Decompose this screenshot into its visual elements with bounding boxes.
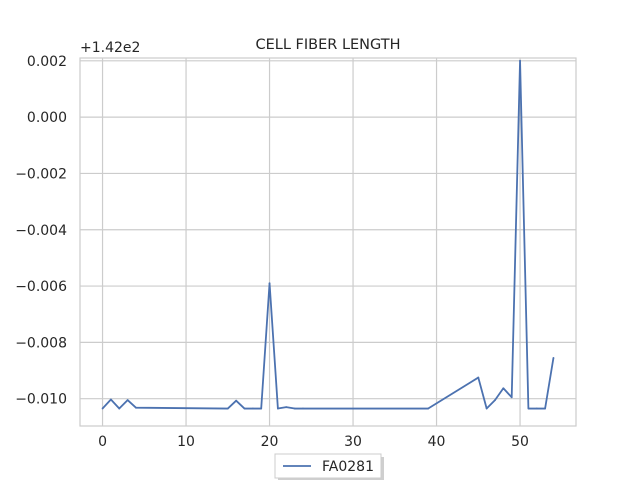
plot-area bbox=[80, 58, 576, 426]
y-tick-label: −0.004 bbox=[15, 223, 67, 239]
data-point bbox=[101, 407, 104, 410]
chart-title: CELL FIBER LENGTH bbox=[255, 37, 400, 53]
y-tick-label: −0.008 bbox=[15, 335, 67, 351]
data-point bbox=[552, 356, 555, 359]
y-tick-label: 0.000 bbox=[27, 110, 67, 126]
grid bbox=[80, 58, 576, 426]
data-point bbox=[485, 407, 488, 410]
data-point bbox=[251, 407, 254, 410]
data-point bbox=[285, 406, 288, 409]
legend-label: FA0281 bbox=[322, 459, 374, 475]
y-tick-label: −0.010 bbox=[15, 392, 67, 408]
y-axis-ticks: 0.002 0.000 −0.002 −0.004 −0.006 −0.008 −0.010 bbox=[15, 54, 67, 408]
y-tick-label: −0.006 bbox=[15, 279, 67, 295]
data-point bbox=[109, 398, 112, 401]
data-point bbox=[293, 407, 296, 410]
data-point bbox=[427, 407, 430, 410]
series-layer bbox=[101, 59, 555, 410]
data-point bbox=[243, 407, 246, 410]
data-point bbox=[226, 407, 229, 410]
x-tick-label: 40 bbox=[428, 434, 446, 450]
series-line bbox=[101, 59, 555, 410]
data-point bbox=[535, 407, 538, 410]
data-point bbox=[502, 387, 505, 390]
y-tick-label: −0.002 bbox=[15, 166, 67, 182]
legend: FA0281 bbox=[274, 453, 384, 480]
x-tick-label: 50 bbox=[511, 434, 529, 450]
data-point bbox=[494, 399, 496, 401]
plot-frame bbox=[79, 57, 577, 427]
x-tick-label: 0 bbox=[98, 434, 107, 450]
data-point bbox=[126, 399, 129, 401]
data-point bbox=[260, 407, 263, 410]
data-point bbox=[276, 407, 279, 410]
x-axis-ticks: 0 10 20 30 40 50 bbox=[98, 434, 529, 450]
x-tick-label: 10 bbox=[177, 434, 195, 450]
data-point bbox=[544, 407, 547, 410]
y-tick-label: 0.002 bbox=[27, 54, 67, 70]
data-point bbox=[519, 59, 521, 62]
data-point bbox=[235, 399, 238, 402]
data-point bbox=[268, 282, 271, 285]
y-offset-label: +1.42e2 bbox=[80, 40, 140, 56]
data-point bbox=[477, 376, 480, 379]
data-point bbox=[302, 407, 304, 410]
data-point bbox=[135, 406, 137, 409]
data-point bbox=[527, 407, 530, 410]
x-tick-label: 30 bbox=[344, 434, 362, 450]
x-tick-label: 20 bbox=[261, 434, 279, 450]
data-point bbox=[118, 407, 121, 410]
data-point bbox=[510, 396, 513, 399]
